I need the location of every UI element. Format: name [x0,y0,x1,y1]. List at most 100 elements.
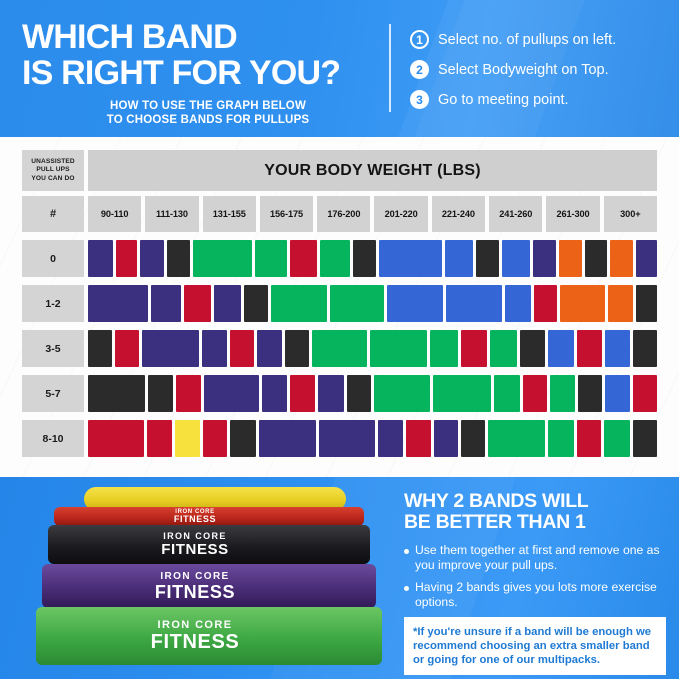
band-cell-red [147,420,173,457]
band-cell-green [493,375,520,412]
header-subtitle: HOW TO USE THE GRAPH BELOW TO CHOOSE BAN… [22,99,382,127]
band-cell-purple [533,240,557,277]
band-cell-black [635,285,657,322]
band-cell-black [148,375,174,412]
step-number-badge-1: 1 [410,30,429,49]
band-cell-green [489,330,518,367]
band-cell-red [576,420,602,457]
column-header-221-240: 221-240 [431,196,486,232]
step-text-1: Select no. of pullups on left. [438,31,617,48]
band-cell-blue [444,240,473,277]
band-cell-purple [257,330,282,367]
column-header-261-300: 261-300 [546,196,600,232]
band-cell-black [353,240,377,277]
band-cell-purple [318,420,375,457]
band-cell-red [522,375,547,412]
band-cell-purple [318,375,345,412]
brand-line-1: IRON CORE [160,570,230,582]
band-cell-purple [213,285,241,322]
band-cell-purple [258,420,316,457]
header-banner: WHICH BAND IS RIGHT FOR YOU? HOW TO USE … [0,0,679,137]
band-purple: IRON CORE FITNESS [42,564,376,608]
band-cell-green [547,420,574,457]
band-cell-red [632,375,658,412]
band-cell-red [176,375,202,412]
bottom-section: IRON CORE FITNESS IRON CORE FITNESS IRON… [0,477,679,679]
band-cell-purple [636,240,657,277]
band-cell-black [88,375,146,412]
band-cell-red [202,420,228,457]
bullet-dot-icon [404,549,409,554]
band-cell-red [88,420,145,457]
corner-label-line-2: PULL UPS [36,166,70,174]
band-segments [88,285,657,322]
band-cell-green [432,375,491,412]
column-header-90-110: 90-110 [88,196,142,232]
table-row: 5-7 [22,375,658,412]
subtitle-line-1: HOW TO USE THE GRAPH BELOW [109,100,307,112]
band-segments [88,375,658,412]
table-row: 3-5 [22,330,657,367]
row-label-5-7: 5-7 [22,375,84,412]
column-header-156-175: 156-175 [259,196,314,232]
title-line-2: IS RIGHT FOR YOU? [22,54,341,92]
step-text-3: Go to meeting point. [438,91,569,108]
band-cell-black [284,330,309,367]
table-row: 1-2 [22,285,657,322]
row-label-0: 0 [22,240,84,277]
band-cell-purple [204,375,260,412]
corner-label-line-1: UNASSISTED [31,157,75,165]
band-cell-blue [604,375,630,412]
weight-column-headers: 90-110 111-130 131-155 156-175 176-200 201-22… [88,196,657,232]
band-cell-black [577,375,602,412]
band-cell-blue [445,285,502,322]
step-number-badge-3: 3 [410,90,429,109]
step-3: 3 Go to meeting point. [410,90,616,109]
band-cell-orange [559,240,583,277]
band-cell-black [461,420,486,457]
band-cell-red [461,330,487,367]
band-cell-red [289,240,318,277]
bullet-item: Having 2 bands gives you lots more exerc… [404,580,666,609]
band-cell-green [192,240,253,277]
brand-line-2: FITNESS [173,514,217,524]
band-cell-black [585,240,608,277]
band-cell-red [183,285,211,322]
band-cell-red [115,240,138,277]
band-red: IRON CORE FITNESS [54,507,364,526]
brand-line-1: IRON CORE [175,509,215,515]
bullet-item: Use them together at first and remove on… [404,543,666,572]
band-cell-black [633,330,657,367]
band-cell-black [632,420,658,457]
band-logo-green: IRON CORE FITNESS [150,620,240,653]
row-label-1-2: 1-2 [22,285,84,322]
instruction-steps: 1 Select no. of pullups on left. 2 Selec… [410,30,616,120]
resistance-bands-photo: IRON CORE FITNESS IRON CORE FITNESS IRON… [26,479,398,679]
band-cell-purple [140,240,164,277]
band-cell-blue [604,330,631,367]
band-cell-red [533,285,557,322]
brand-line-2: FITNESS [161,541,229,558]
band-green: IRON CORE FITNESS [36,607,382,665]
band-cell-green [270,285,328,322]
band-segments [88,330,657,367]
band-chart-section: UNASSISTED PULL UPS YOU CAN DO YOUR BODY… [0,137,679,477]
band-cell-green [320,240,351,277]
band-cell-red [290,375,316,412]
band-cell-purple [201,330,228,367]
brand-line-2: FITNESS [150,631,240,653]
band-cell-orange [610,240,634,277]
band-cell-blue [502,240,531,277]
band-cell-purple [377,420,404,457]
band-cell-green [604,420,630,457]
hash-column-header: # [22,196,84,232]
band-cell-purple [151,285,181,322]
band-cell-purple [142,330,199,367]
band-cell-red [114,330,140,367]
band-cell-purple [88,240,113,277]
column-header-176-200: 176-200 [317,196,371,232]
band-cell-purple [262,375,288,412]
band-cell-green [374,375,430,412]
band-cell-yellow [175,420,200,457]
step-text-2: Select Bodyweight on Top. [438,61,609,78]
